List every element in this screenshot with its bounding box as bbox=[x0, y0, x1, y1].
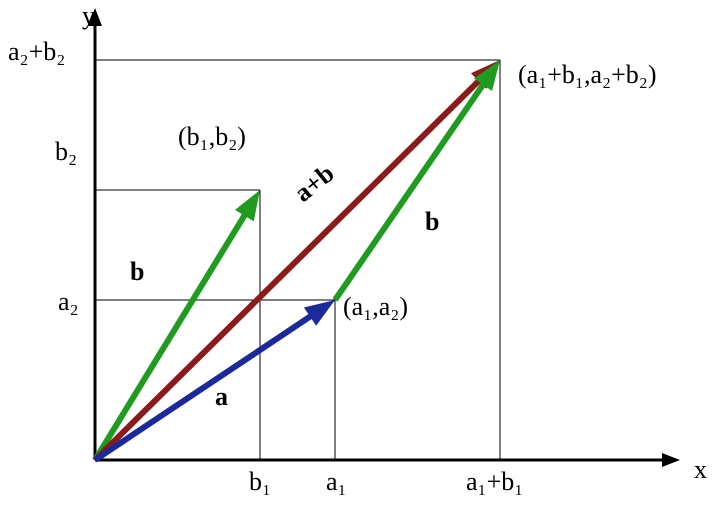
label-vector-sum: a+b bbox=[289, 159, 340, 208]
vector-a bbox=[95, 316, 312, 460]
label-vector-b-right: b bbox=[425, 207, 439, 236]
vector-a-head bbox=[304, 300, 335, 326]
vector-b-left-head bbox=[235, 190, 260, 221]
tick-a2: a₂ bbox=[58, 287, 79, 316]
label-vector-b-left: b bbox=[130, 257, 144, 286]
label-point-a: (a₁,a₂) bbox=[343, 292, 408, 321]
vector-b-right bbox=[335, 83, 484, 300]
label-vector-a: a bbox=[215, 382, 228, 411]
tick-a2b2: a₂+b₂ bbox=[8, 37, 65, 66]
tick-b2: b₂ bbox=[55, 137, 77, 166]
label-x-axis: x bbox=[694, 455, 707, 484]
label-point-b: (b₁,b₂) bbox=[178, 122, 246, 151]
vector-sum bbox=[95, 80, 480, 460]
tick-a1b1: a₁+b₁ bbox=[466, 467, 523, 496]
vector-addition-diagram: x y a b b a+b (a₁,a₂) (b₁,b₂) (a₁+b₁,a₂+b₂) a₁ b₁ a… bbox=[0, 0, 721, 518]
tick-b1: b₁ bbox=[249, 467, 271, 496]
label-point-sum: (a₁+b₁,a₂+b₂) bbox=[518, 60, 656, 89]
tick-a1: a₁ bbox=[326, 467, 347, 496]
x-axis-head bbox=[662, 453, 680, 467]
label-y-axis: y bbox=[82, 1, 95, 30]
